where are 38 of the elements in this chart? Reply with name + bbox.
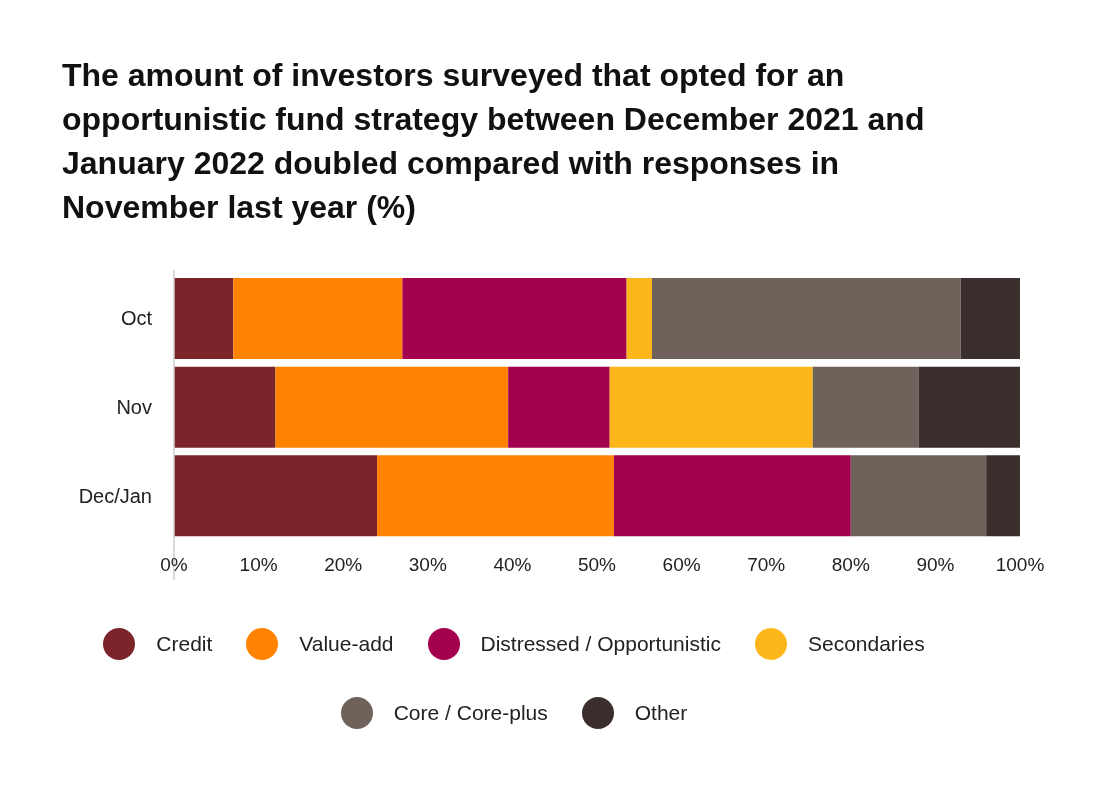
bar: [174, 455, 378, 537]
bar: [609, 366, 813, 448]
bar: [233, 278, 403, 359]
legend-label: Distressed / Opportunistic: [480, 632, 721, 656]
bar: [174, 366, 276, 448]
x-tick-label: 50%: [577, 554, 617, 576]
legend-label: Secondaries: [807, 632, 925, 656]
x-tick-label: 30%: [408, 554, 447, 576]
y-tick-label: Dec/Jan: [78, 484, 152, 507]
bar: [651, 278, 961, 359]
x-tick-label: 90%: [916, 554, 955, 576]
bar: [986, 455, 1020, 537]
bar: [918, 366, 1020, 448]
y-tick-label: Nov: [116, 396, 152, 419]
legend-label: Value-add: [299, 632, 394, 656]
x-tick-label: 70%: [747, 554, 786, 576]
x-tick-label: 100%: [995, 554, 1045, 576]
legend-label: Credit: [156, 632, 213, 656]
bar: [960, 278, 1020, 359]
bar: [402, 278, 627, 359]
x-tick-label: 60%: [662, 554, 701, 576]
bar: [275, 366, 509, 448]
bar: [626, 278, 652, 359]
bar: [850, 455, 987, 537]
legend-label: Core / Core-plus: [393, 701, 548, 725]
bar: [174, 278, 234, 359]
x-tick-label: 10%: [239, 554, 278, 576]
x-tick-label: 40%: [493, 554, 532, 576]
chart-title: The amount of investors surveyed that opted for an opportunistic fund strategy between December 2021 and January 2022 doubled compared with responses in November last year (%): [62, 56, 926, 227]
x-tick-label: 0%: [160, 554, 188, 576]
bar: [613, 455, 851, 537]
y-tick-label: Oct: [120, 307, 153, 330]
bar: [508, 366, 610, 448]
bar: [812, 366, 919, 448]
x-tick-label: 80%: [831, 554, 870, 576]
legend-label: Other: [634, 701, 688, 725]
bar: [377, 455, 614, 537]
x-tick-label: 20%: [324, 554, 363, 576]
